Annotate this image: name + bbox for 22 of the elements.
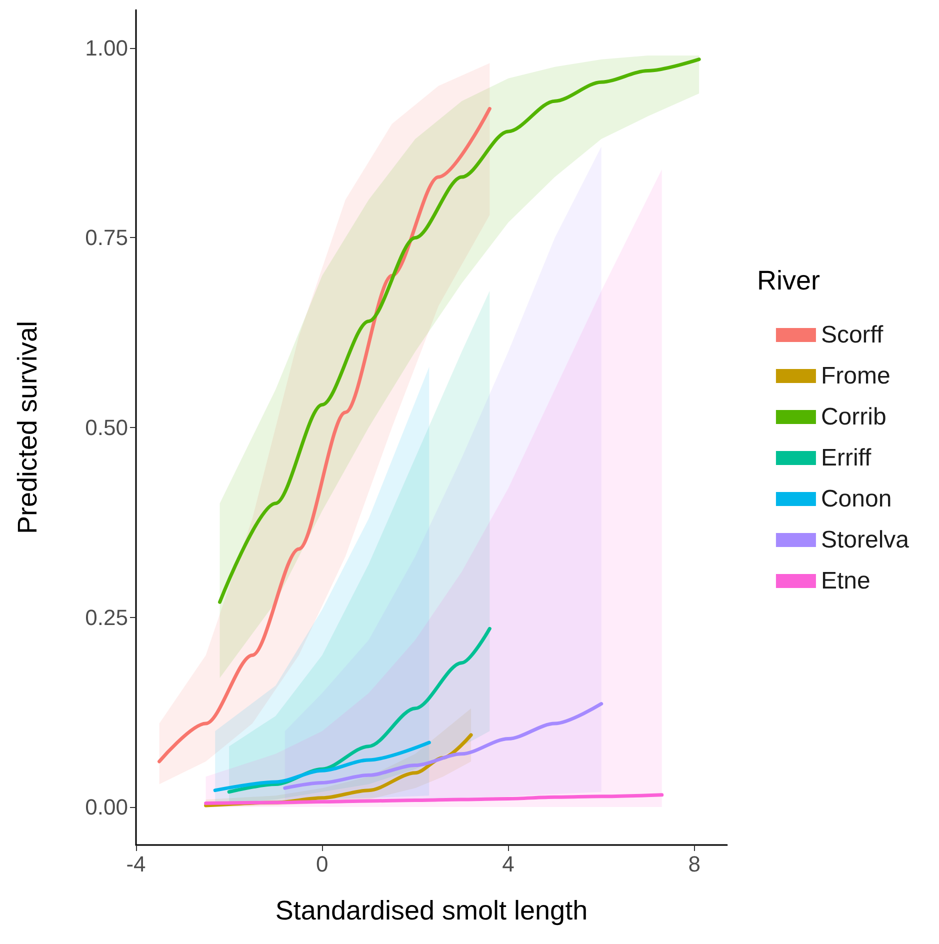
legend-label: Frome bbox=[820, 362, 890, 390]
x-axis-title: Standardised smolt length bbox=[275, 896, 588, 926]
legend-label: Corrib bbox=[820, 404, 886, 430]
y-axis-title: Predicted survival bbox=[12, 320, 42, 534]
legend-label: Conon bbox=[820, 486, 892, 512]
line-series bbox=[213, 740, 431, 792]
line-series bbox=[283, 702, 604, 790]
x-tick-label: 4 bbox=[502, 852, 514, 876]
legend-label: Erriff bbox=[820, 444, 872, 472]
y-tick-label: 0.75 bbox=[85, 225, 128, 250]
x-tick-label: 0 bbox=[316, 852, 328, 876]
x-tick-label: 8 bbox=[688, 852, 701, 876]
x-tick-label: -4 bbox=[126, 852, 146, 876]
y-tick-label: 1.00 bbox=[85, 35, 128, 60]
line-series bbox=[204, 793, 664, 805]
y-tick-label: 0.50 bbox=[85, 415, 128, 440]
legend-label: Etne bbox=[820, 568, 870, 594]
y-tick-label: 0.25 bbox=[85, 604, 128, 630]
legend-title: River bbox=[757, 266, 820, 296]
legend-label: Scorff bbox=[820, 322, 884, 348]
legend-label: Storelva bbox=[820, 526, 910, 554]
y-tick-label: 0.00 bbox=[85, 794, 128, 820]
